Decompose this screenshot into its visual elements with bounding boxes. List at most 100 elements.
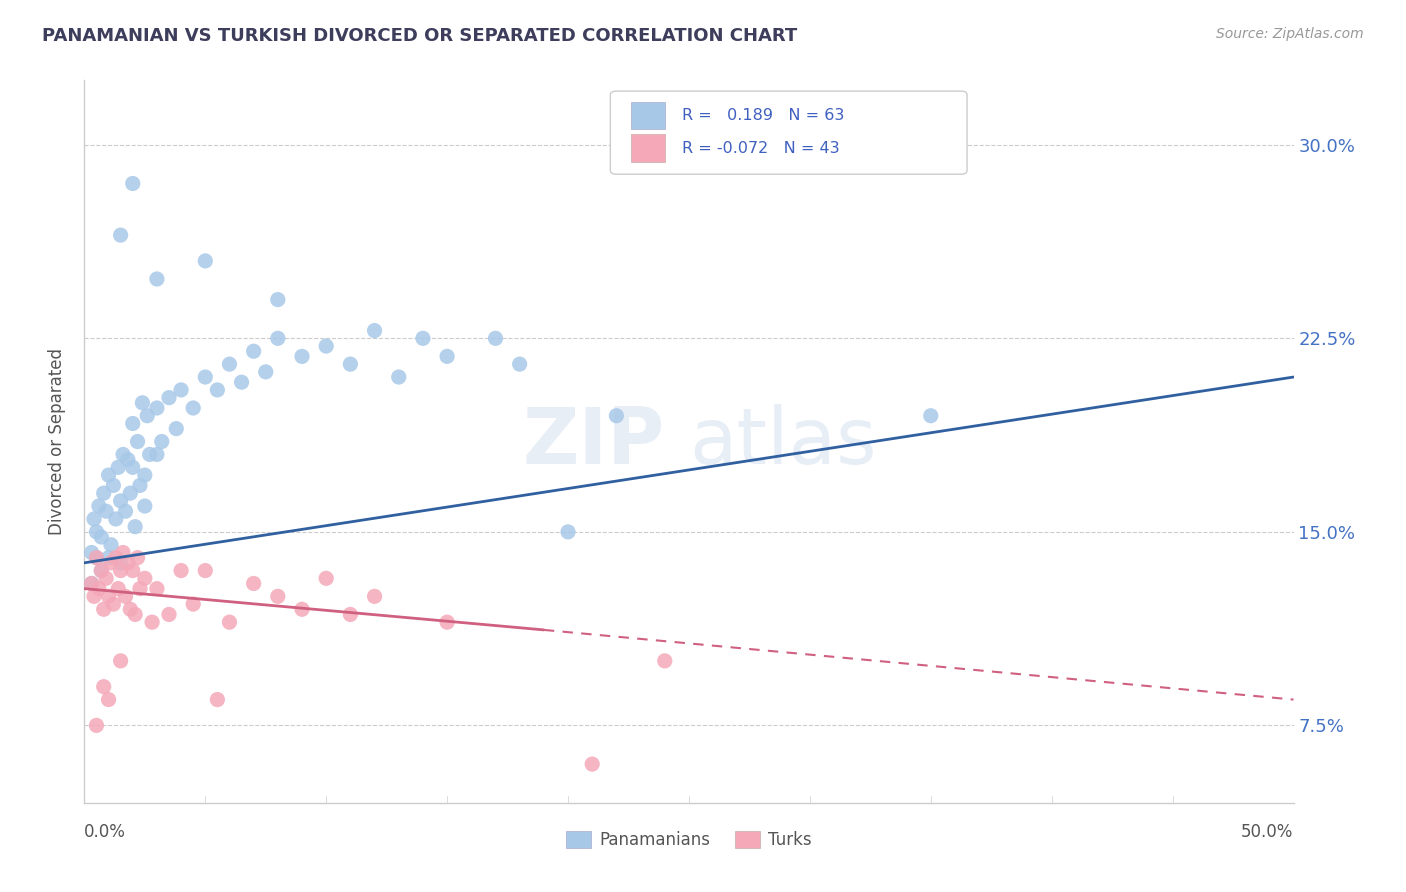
Point: [110, 228, 132, 243]
Point: [90, 564, 112, 578]
Point: [114, 590, 136, 604]
Bar: [631, 102, 665, 129]
Point: [80, 576, 103, 591]
Point: [141, 615, 163, 630]
Point: [138, 447, 160, 461]
Point: [436, 350, 458, 364]
Point: [121, 460, 143, 475]
Point: [112, 545, 135, 559]
Legend: Panamanians, Turks: Panamanians, Turks: [560, 824, 818, 856]
Point: [605, 409, 627, 423]
Point: [120, 602, 142, 616]
Point: [581, 757, 603, 772]
Point: [121, 564, 143, 578]
Point: [131, 396, 153, 410]
Point: [83, 590, 105, 604]
Point: [291, 602, 314, 616]
Point: [94, 504, 117, 518]
Point: [103, 478, 125, 492]
Text: 0.0%: 0.0%: [84, 823, 127, 841]
Point: [93, 680, 115, 694]
Point: [97, 468, 120, 483]
Point: [86, 718, 108, 732]
Point: [194, 253, 217, 268]
Point: [315, 571, 337, 585]
Point: [267, 293, 290, 307]
Point: [87, 499, 110, 513]
Point: [134, 499, 156, 513]
Text: 50.0%: 50.0%: [1241, 823, 1294, 841]
Point: [509, 357, 531, 371]
Point: [181, 401, 204, 415]
Point: [194, 370, 217, 384]
Point: [254, 365, 277, 379]
Point: [93, 486, 115, 500]
Point: [110, 654, 132, 668]
Point: [436, 615, 458, 630]
Point: [87, 582, 110, 596]
Point: [363, 324, 385, 338]
Point: [114, 504, 136, 518]
Point: [134, 468, 156, 483]
Text: R =   0.189   N = 63: R = 0.189 N = 63: [682, 108, 844, 123]
Point: [242, 576, 264, 591]
Point: [94, 571, 117, 585]
Point: [117, 556, 139, 570]
Point: [207, 692, 229, 706]
Text: PANAMANIAN VS TURKISH DIVORCED OR SEPARATED CORRELATION CHART: PANAMANIAN VS TURKISH DIVORCED OR SEPARA…: [42, 27, 797, 45]
Point: [124, 607, 146, 622]
Point: [104, 512, 127, 526]
Point: [170, 564, 193, 578]
Text: R = -0.072   N = 43: R = -0.072 N = 43: [682, 141, 839, 156]
Point: [557, 524, 579, 539]
Point: [107, 460, 129, 475]
Point: [181, 597, 204, 611]
Point: [90, 530, 112, 544]
Y-axis label: Divorced or Separated: Divorced or Separated: [48, 348, 66, 535]
Point: [150, 434, 173, 449]
Point: [218, 615, 240, 630]
Point: [129, 582, 152, 596]
Point: [100, 556, 122, 570]
Point: [110, 564, 132, 578]
Point: [291, 350, 314, 364]
Point: [920, 409, 942, 423]
Point: [194, 564, 217, 578]
Point: [412, 331, 434, 345]
Point: [112, 447, 135, 461]
Point: [120, 486, 142, 500]
Point: [103, 597, 125, 611]
Point: [165, 422, 187, 436]
Point: [80, 576, 103, 591]
Point: [157, 607, 180, 622]
Point: [86, 550, 108, 565]
Point: [124, 519, 146, 533]
Point: [146, 447, 169, 461]
Point: [157, 391, 180, 405]
Point: [339, 607, 361, 622]
Point: [127, 550, 149, 565]
Point: [231, 375, 253, 389]
Text: Source: ZipAtlas.com: Source: ZipAtlas.com: [1216, 27, 1364, 41]
Point: [136, 409, 159, 423]
Point: [80, 545, 103, 559]
Point: [267, 331, 290, 345]
Point: [129, 478, 152, 492]
Point: [121, 417, 143, 431]
Point: [104, 550, 127, 565]
Point: [146, 401, 169, 415]
Point: [339, 357, 361, 371]
Point: [83, 512, 105, 526]
Point: [97, 550, 120, 565]
Point: [388, 370, 411, 384]
Point: [267, 590, 290, 604]
Point: [363, 590, 385, 604]
Point: [97, 692, 120, 706]
Point: [121, 177, 143, 191]
Point: [654, 654, 676, 668]
Point: [93, 602, 115, 616]
Point: [134, 571, 156, 585]
Point: [127, 434, 149, 449]
Point: [100, 538, 122, 552]
Point: [86, 550, 108, 565]
